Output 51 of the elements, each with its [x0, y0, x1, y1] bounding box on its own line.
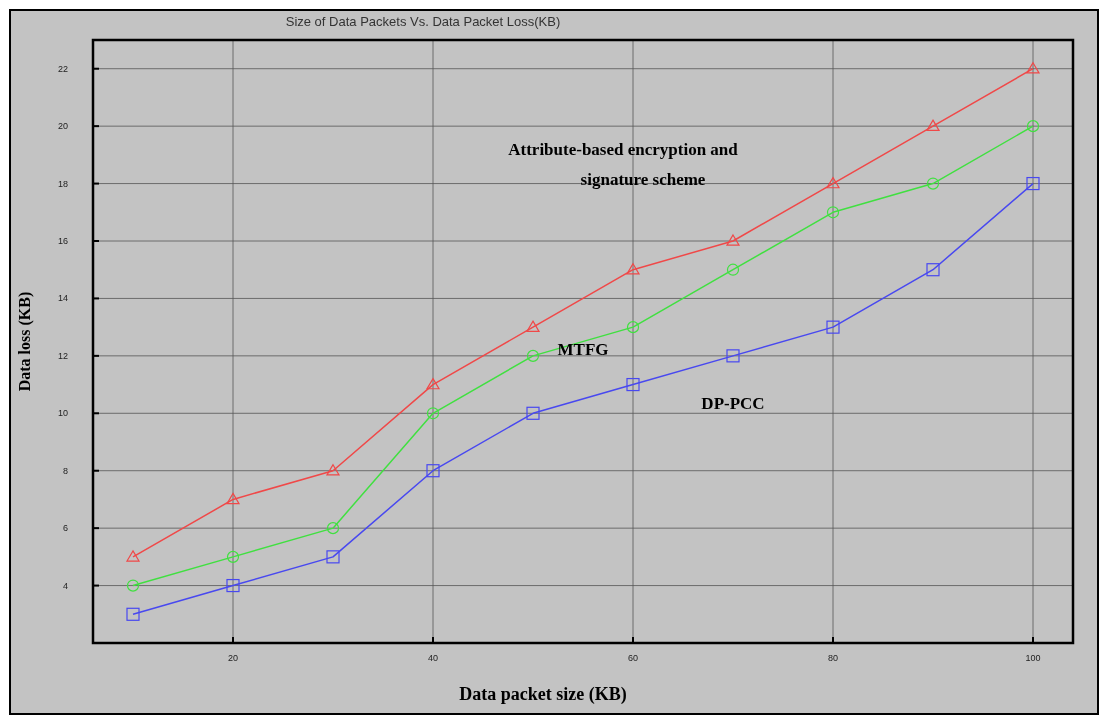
text: Attribute-based encryption and signature scheme	[508, 139, 739, 189]
point	[426, 464, 440, 478]
x-tick-label: 80	[827, 653, 839, 663]
y-tick-label: 10	[57, 408, 68, 419]
y-tick-label: 8	[62, 465, 68, 476]
point	[126, 579, 140, 592]
point	[1026, 62, 1040, 74]
point	[226, 578, 240, 593]
point	[1026, 120, 1040, 133]
point	[226, 492, 240, 505]
point	[626, 321, 640, 334]
y-tick-label: 18	[57, 178, 68, 189]
x-tick-label: 40	[427, 653, 439, 663]
x-axis-title: Data packet size (KB)	[459, 684, 627, 705]
y-tick-label: 6	[62, 523, 68, 534]
point	[526, 320, 540, 332]
series-label: MTFG	[557, 340, 609, 360]
point	[326, 464, 340, 476]
point	[926, 119, 940, 131]
point	[526, 406, 540, 420]
point	[626, 263, 640, 275]
point	[226, 550, 240, 563]
series-label: DP-PCC	[701, 393, 765, 413]
point	[726, 263, 740, 276]
point	[326, 550, 340, 564]
point	[626, 377, 640, 392]
y-tick-label: 16	[57, 236, 68, 246]
point	[726, 234, 740, 246]
y-tick-label: 12	[57, 350, 68, 361]
point	[1026, 176, 1040, 191]
point	[126, 607, 140, 621]
x-tick-label: 20	[227, 653, 239, 663]
y-axis-title: Data loss (KB)	[16, 291, 34, 392]
x-tick-label: 100	[1025, 653, 1041, 663]
point	[926, 263, 940, 277]
point	[126, 550, 140, 562]
point	[526, 349, 540, 362]
y-tick-label: 20	[57, 121, 68, 132]
chart-title: Size of Data Packets Vs. Data Packet Loss(KB)	[285, 14, 561, 29]
point	[426, 407, 440, 420]
point	[326, 522, 340, 535]
y-tick-label: 14	[57, 293, 68, 304]
point	[926, 177, 940, 190]
point	[726, 349, 740, 363]
y-tick-label: 22	[57, 63, 68, 74]
x-tick-label: 60	[627, 653, 639, 663]
point	[426, 377, 440, 390]
point	[826, 206, 840, 219]
y-tick-label: 4	[62, 580, 68, 591]
point	[826, 176, 840, 189]
point	[826, 320, 840, 334]
